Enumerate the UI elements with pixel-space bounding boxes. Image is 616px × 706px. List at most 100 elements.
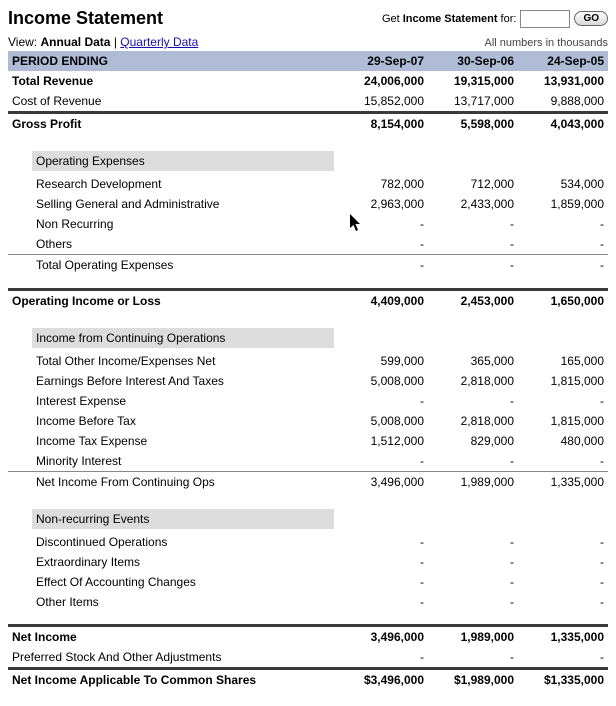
- cell: 480,000: [518, 431, 608, 451]
- cell: 1,335,000: [518, 626, 608, 648]
- cell: -: [338, 391, 428, 411]
- cell: 2,818,000: [428, 411, 518, 431]
- row-label: Earnings Before Interest And Taxes: [8, 371, 338, 391]
- cell: 1,815,000: [518, 371, 608, 391]
- row-label: Other Items: [8, 592, 338, 612]
- ticker-input[interactable]: [520, 10, 570, 28]
- row-label: Selling General and Administrative: [8, 194, 338, 214]
- cell: 782,000: [338, 174, 428, 194]
- date-col-1: 30-Sep-06: [428, 51, 518, 71]
- cell: 365,000: [428, 351, 518, 371]
- row-label: Interest Expense: [8, 391, 338, 411]
- cell: -: [428, 391, 518, 411]
- cell: -: [518, 532, 608, 552]
- row-label: Discontinued Operations: [8, 532, 338, 552]
- quarterly-data-link[interactable]: Quarterly Data: [120, 35, 198, 49]
- cell: 5,008,000: [338, 371, 428, 391]
- cell: -: [428, 572, 518, 592]
- cell: -: [338, 552, 428, 572]
- cell: -: [428, 532, 518, 552]
- cell: 534,000: [518, 174, 608, 194]
- row-label: Total Other Income/Expenses Net: [8, 351, 338, 371]
- units-note: All numbers in thousands: [484, 37, 608, 49]
- cell: -: [428, 234, 518, 255]
- cell: -: [338, 572, 428, 592]
- cell: 8,154,000: [338, 113, 428, 135]
- row-label: Non Recurring: [8, 214, 338, 234]
- row-label: Gross Profit: [8, 113, 338, 135]
- row-label: Income Tax Expense: [8, 431, 338, 451]
- row-label: Minority Interest: [8, 451, 338, 472]
- cell: -: [338, 214, 428, 234]
- cell: -: [518, 234, 608, 255]
- section-nonrecurring: Non-recurring Events: [32, 509, 334, 529]
- income-statement-table: PERIOD ENDING 29-Sep-07 30-Sep-06 24-Sep…: [8, 51, 608, 690]
- cell: 5,008,000: [338, 411, 428, 431]
- cell: -: [338, 255, 428, 276]
- date-col-2: 24-Sep-05: [518, 51, 608, 71]
- date-col-0: 29-Sep-07: [338, 51, 428, 71]
- row-label: Net Income: [8, 626, 338, 648]
- cell: 712,000: [428, 174, 518, 194]
- cell: 19,315,000: [428, 71, 518, 91]
- cell: 165,000: [518, 351, 608, 371]
- cell: 1,859,000: [518, 194, 608, 214]
- row-label: Total Revenue: [8, 71, 338, 91]
- cell: -: [338, 532, 428, 552]
- row-label: Net Income Applicable To Common Shares: [8, 669, 338, 691]
- get-label: Get Income Statement for:: [382, 13, 517, 25]
- page-title: Income Statement: [8, 8, 163, 29]
- cell: 9,888,000: [518, 91, 608, 113]
- cell: -: [338, 234, 428, 255]
- cell: 1,989,000: [428, 471, 518, 492]
- cell: 4,409,000: [338, 289, 428, 311]
- cell: -: [518, 391, 608, 411]
- row-label: Extraordinary Items: [8, 552, 338, 572]
- cell: -: [428, 592, 518, 612]
- cell: -: [518, 647, 608, 669]
- cell: 15,852,000: [338, 91, 428, 113]
- cell: -: [338, 592, 428, 612]
- cell: -: [518, 255, 608, 276]
- cell: 5,598,000: [428, 113, 518, 135]
- cell: 1,815,000: [518, 411, 608, 431]
- row-label: Preferred Stock And Other Adjustments: [8, 647, 338, 669]
- cell: 1,335,000: [518, 471, 608, 492]
- cell: -: [338, 451, 428, 472]
- row-label: Total Operating Expenses: [8, 255, 338, 276]
- cell: 13,931,000: [518, 71, 608, 91]
- row-label: Effect Of Accounting Changes: [8, 572, 338, 592]
- cell: 1,989,000: [428, 626, 518, 648]
- row-label: Net Income From Continuing Ops: [8, 471, 338, 492]
- cell: 1,650,000: [518, 289, 608, 311]
- row-label: Income Before Tax: [8, 411, 338, 431]
- go-button[interactable]: GO: [574, 11, 608, 26]
- cell: 1,512,000: [338, 431, 428, 451]
- period-ending-label: PERIOD ENDING: [8, 51, 338, 71]
- cell: -: [428, 214, 518, 234]
- row-label: Cost of Revenue: [8, 91, 338, 113]
- cell: 13,717,000: [428, 91, 518, 113]
- cell: $1,989,000: [428, 669, 518, 691]
- cell: 2,453,000: [428, 289, 518, 311]
- cell: $3,496,000: [338, 669, 428, 691]
- cell: -: [518, 214, 608, 234]
- cell: 599,000: [338, 351, 428, 371]
- cell: 3,496,000: [338, 471, 428, 492]
- cell: -: [428, 451, 518, 472]
- cell: 2,433,000: [428, 194, 518, 214]
- cell: 4,043,000: [518, 113, 608, 135]
- cell: -: [428, 647, 518, 669]
- row-label: Operating Income or Loss: [8, 289, 338, 311]
- cell: 2,818,000: [428, 371, 518, 391]
- cell: -: [518, 451, 608, 472]
- annual-data-tab[interactable]: Annual Data: [40, 35, 110, 49]
- cell: 24,006,000: [338, 71, 428, 91]
- cell: 829,000: [428, 431, 518, 451]
- row-label: Others: [8, 234, 338, 255]
- cell: 2,963,000: [338, 194, 428, 214]
- cell: -: [428, 552, 518, 572]
- cell: $1,335,000: [518, 669, 608, 691]
- cell: 3,496,000: [338, 626, 428, 648]
- row-label: Research Development: [8, 174, 338, 194]
